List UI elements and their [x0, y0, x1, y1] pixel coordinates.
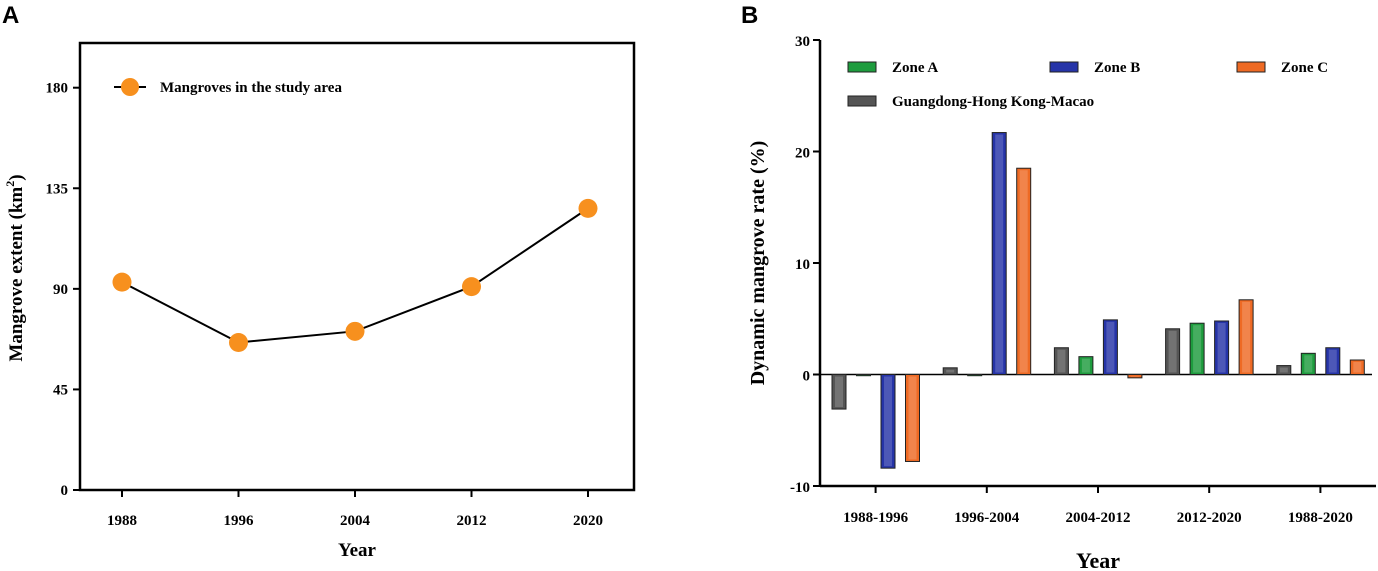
- panel-b-letter: B: [741, 2, 759, 29]
- plot-frame-a: [78, 41, 636, 492]
- legend-marker-a: [121, 78, 139, 96]
- x-axis-title-a: Year: [338, 540, 377, 561]
- data-point-1996: [229, 332, 248, 352]
- y-tick-label-a: 45: [53, 382, 68, 398]
- x-tick-label-a: 1988: [107, 513, 137, 529]
- y-axis-title-a: Mangrove extent (km2): [3, 174, 27, 361]
- y-tick-label-a: 90: [53, 282, 68, 298]
- data-point-2004: [345, 321, 365, 341]
- legend-label-mangroves: Mangroves in the study area: [160, 80, 342, 96]
- data-point-2020: [578, 198, 598, 218]
- y-tick-label-a: 135: [46, 181, 69, 197]
- data-point-1988: [112, 272, 132, 292]
- y-tick-label-a: 0: [61, 483, 69, 499]
- data-point-2012: [462, 277, 481, 297]
- x-tick-label-a: 2012: [457, 513, 487, 529]
- x-tick-label-a: 2020: [573, 513, 603, 529]
- x-tick-label-a: 1996: [224, 513, 255, 529]
- x-tick-label-a: 2004: [340, 513, 371, 529]
- panel-a-letter: A: [2, 2, 20, 29]
- y-tick-label-a: 180: [46, 81, 69, 97]
